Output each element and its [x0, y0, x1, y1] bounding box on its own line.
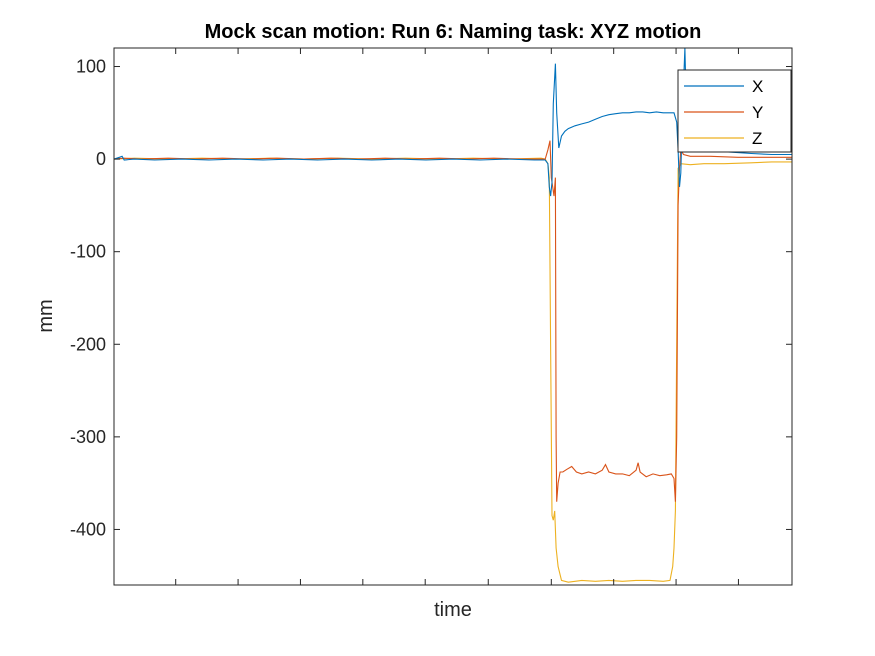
- chart-title: Mock scan motion: Run 6: Naming task: XY…: [205, 21, 702, 43]
- series-line-x: [114, 48, 792, 197]
- legend-box: [677, 69, 792, 153]
- y-tick-label: -200: [70, 334, 106, 354]
- legend-label-x: X: [752, 77, 763, 96]
- series-layer: [114, 48, 792, 583]
- y-tick-label: 0: [96, 149, 106, 169]
- y-tick-label: -400: [70, 519, 106, 539]
- legend: XYZ: [677, 69, 792, 153]
- ticks-layer: 100 0 -100 -200 -300 -400: [70, 48, 793, 585]
- legend-label-z: Z: [752, 129, 762, 148]
- x-axis-label: time: [434, 599, 472, 621]
- y-axis-label: mm: [35, 299, 57, 332]
- y-tick-label: -100: [70, 242, 106, 262]
- legend-label-y: Y: [752, 103, 763, 122]
- y-tick-label: 100: [76, 57, 106, 77]
- y-tick-label: -300: [70, 427, 106, 447]
- axes-box: [113, 47, 793, 586]
- legend-items: XYZ: [684, 77, 763, 148]
